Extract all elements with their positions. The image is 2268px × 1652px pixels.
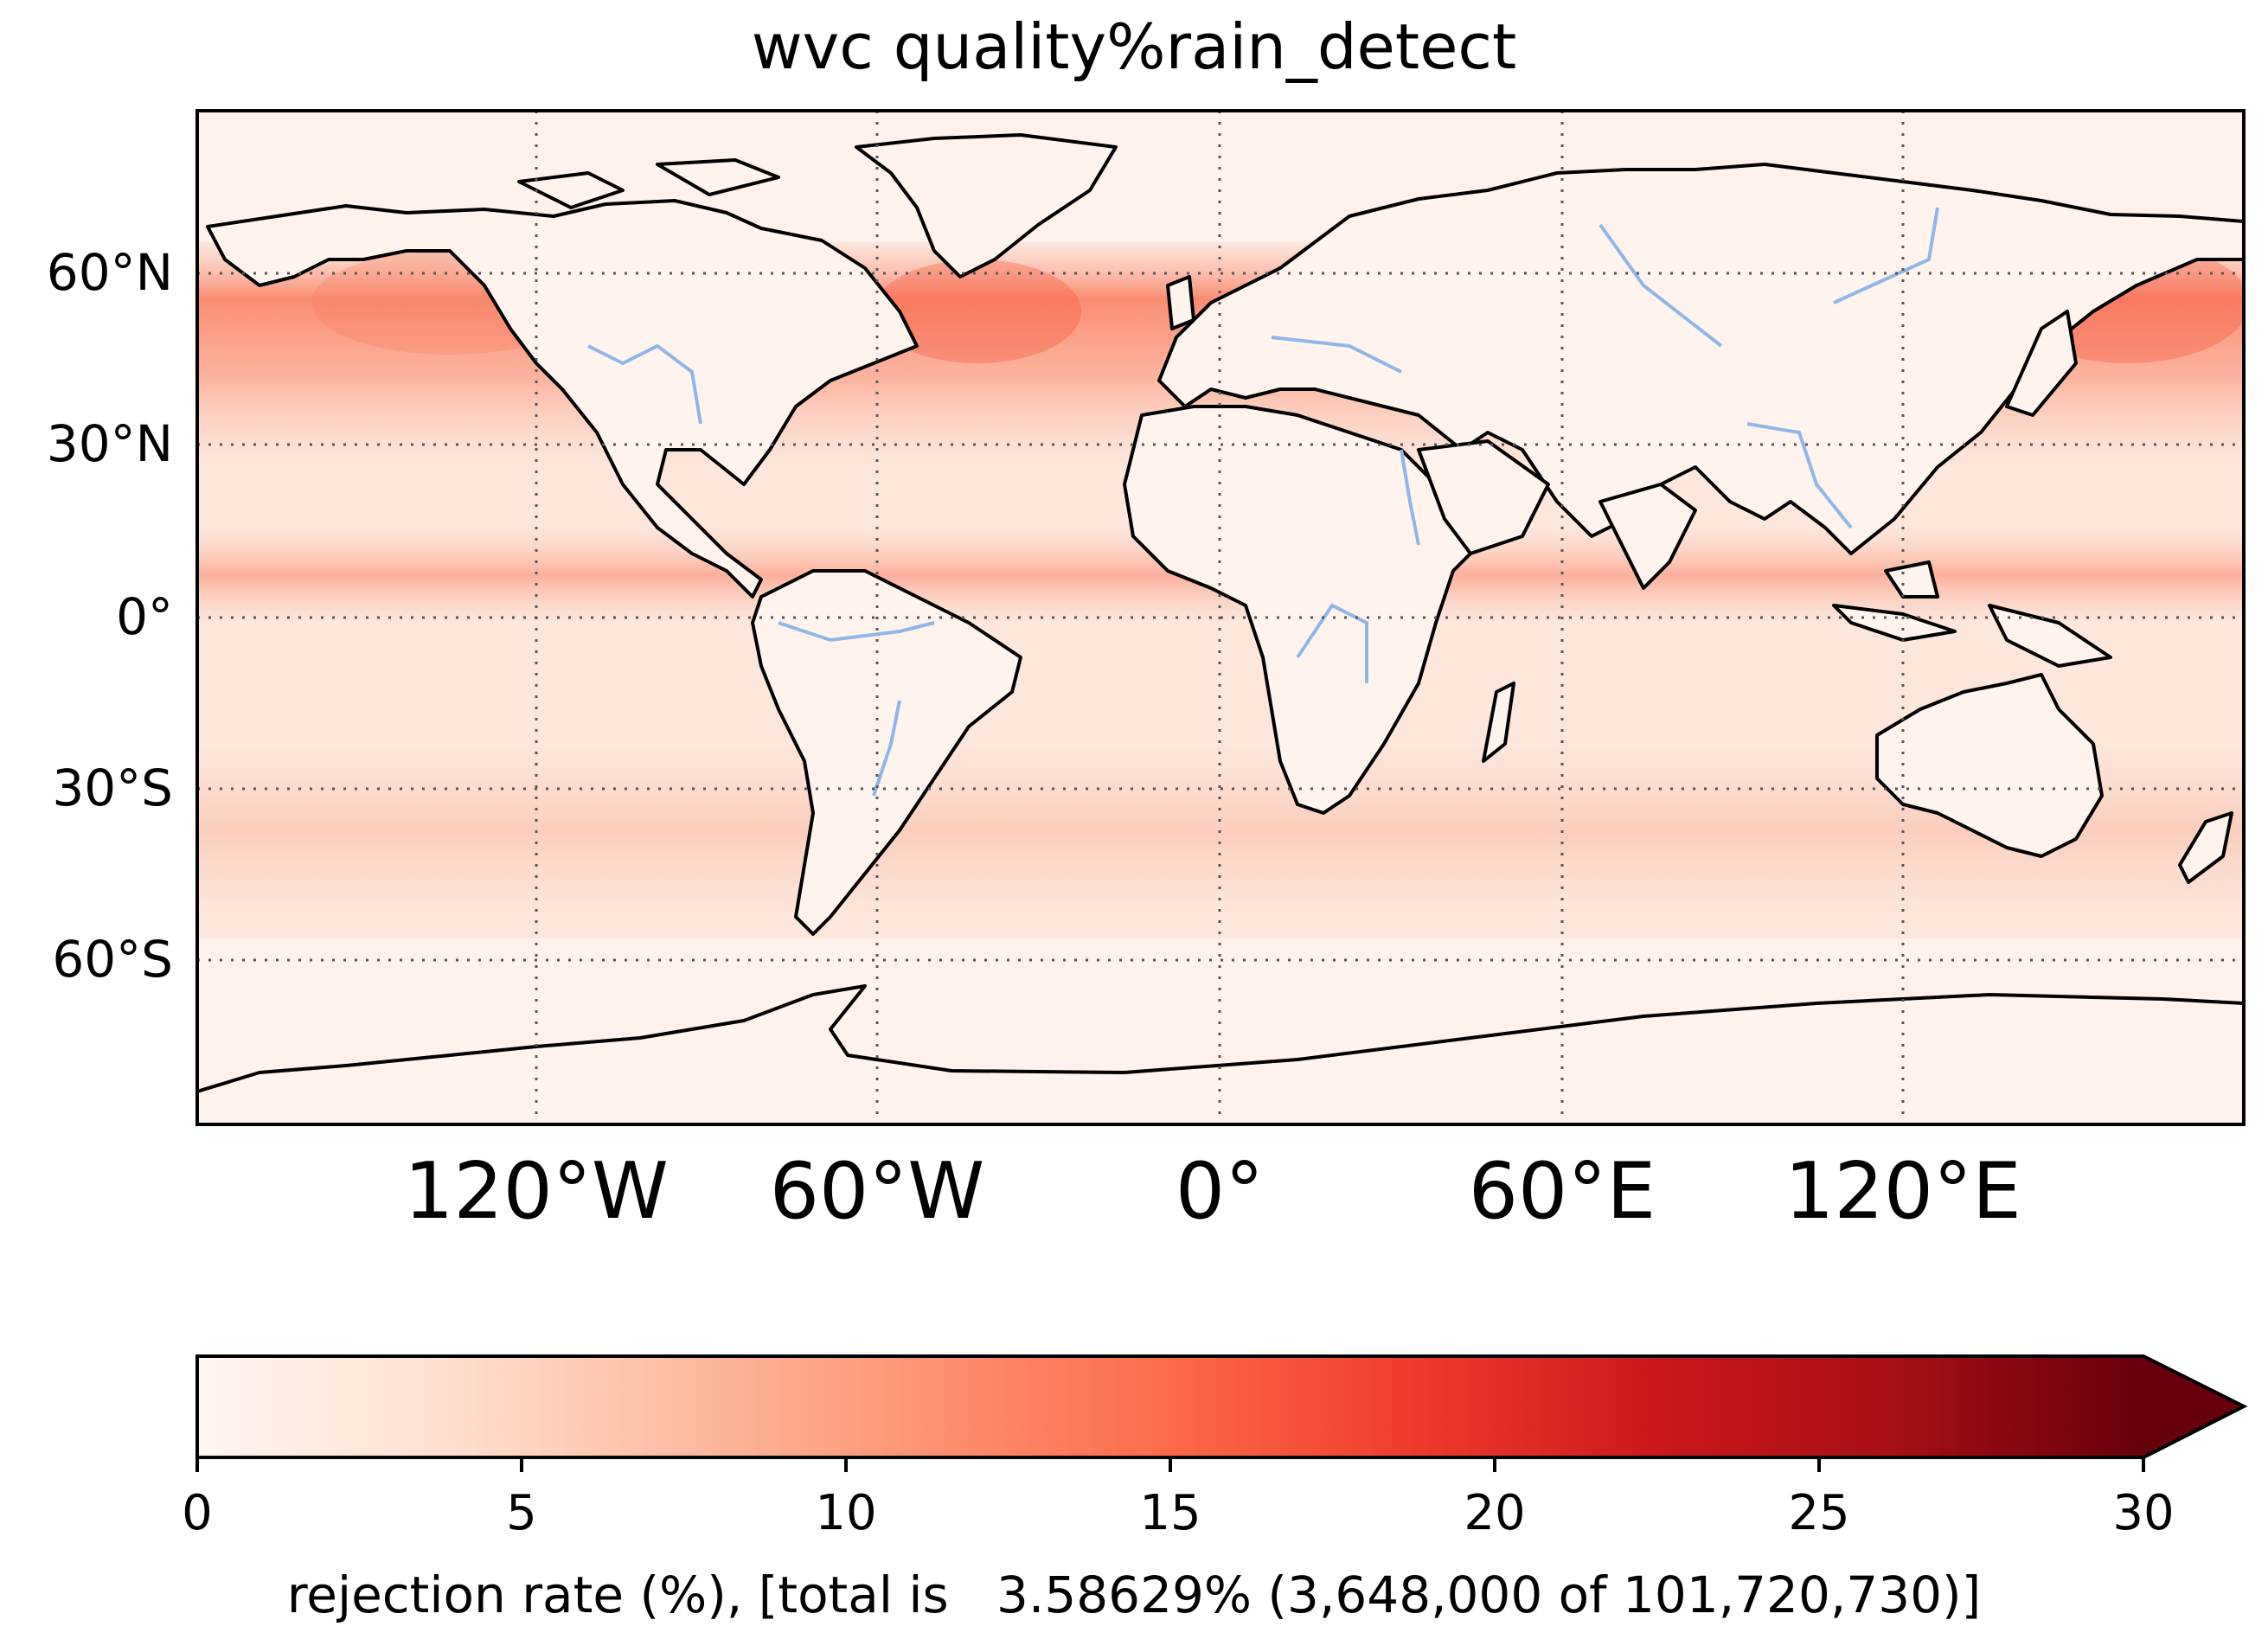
lon-tick-label: 60°W xyxy=(769,1146,985,1237)
colorbar-label: rejection rate (%), [total is 3.58629% (… xyxy=(286,1566,1982,1624)
lat-tick-label: 30°N xyxy=(46,414,173,473)
colorbar-tick-label: 15 xyxy=(1139,1485,1201,1541)
lat-tick-label: 30°S xyxy=(52,759,173,817)
lat-tick-label: 60°S xyxy=(52,930,173,989)
colorbar-ticks xyxy=(195,1457,2145,1472)
antarctica-landmass xyxy=(197,984,2244,1124)
colorbar-tick-label: 10 xyxy=(815,1485,877,1541)
north-america-landmass xyxy=(206,199,919,599)
colorbar-tick-label: 25 xyxy=(1788,1485,1850,1541)
colorbar xyxy=(195,1354,2248,1472)
lon-tick-label: 60°E xyxy=(1468,1146,1656,1237)
lon-tick-label: 120°W xyxy=(404,1146,669,1237)
figure-title: wvc quality%rain_detect xyxy=(751,10,1517,83)
colorbar-tick-label: 5 xyxy=(506,1485,537,1541)
greenland-landmass xyxy=(855,133,1118,279)
colorbar-tick-label: 20 xyxy=(1464,1485,1526,1541)
gridlines xyxy=(197,111,2244,1124)
lat-tick-label: 0° xyxy=(116,587,173,646)
lon-tick-label: 0° xyxy=(1175,1146,1265,1237)
colorbar-gradient xyxy=(197,1356,2143,1457)
colorbar-tick-label: 30 xyxy=(2112,1485,2175,1541)
rivers xyxy=(587,207,1939,797)
lon-tick-label: 120°E xyxy=(1784,1146,2021,1237)
map-frame xyxy=(195,109,2246,1126)
africa-landmass xyxy=(1123,405,1490,815)
colorbar-tick-label: 0 xyxy=(182,1485,213,1541)
australia-landmass xyxy=(1875,673,2104,858)
coastlines xyxy=(197,133,2244,1124)
lat-tick-label: 60°N xyxy=(46,243,173,302)
colorbar-extend-arrow xyxy=(2143,1356,2244,1457)
